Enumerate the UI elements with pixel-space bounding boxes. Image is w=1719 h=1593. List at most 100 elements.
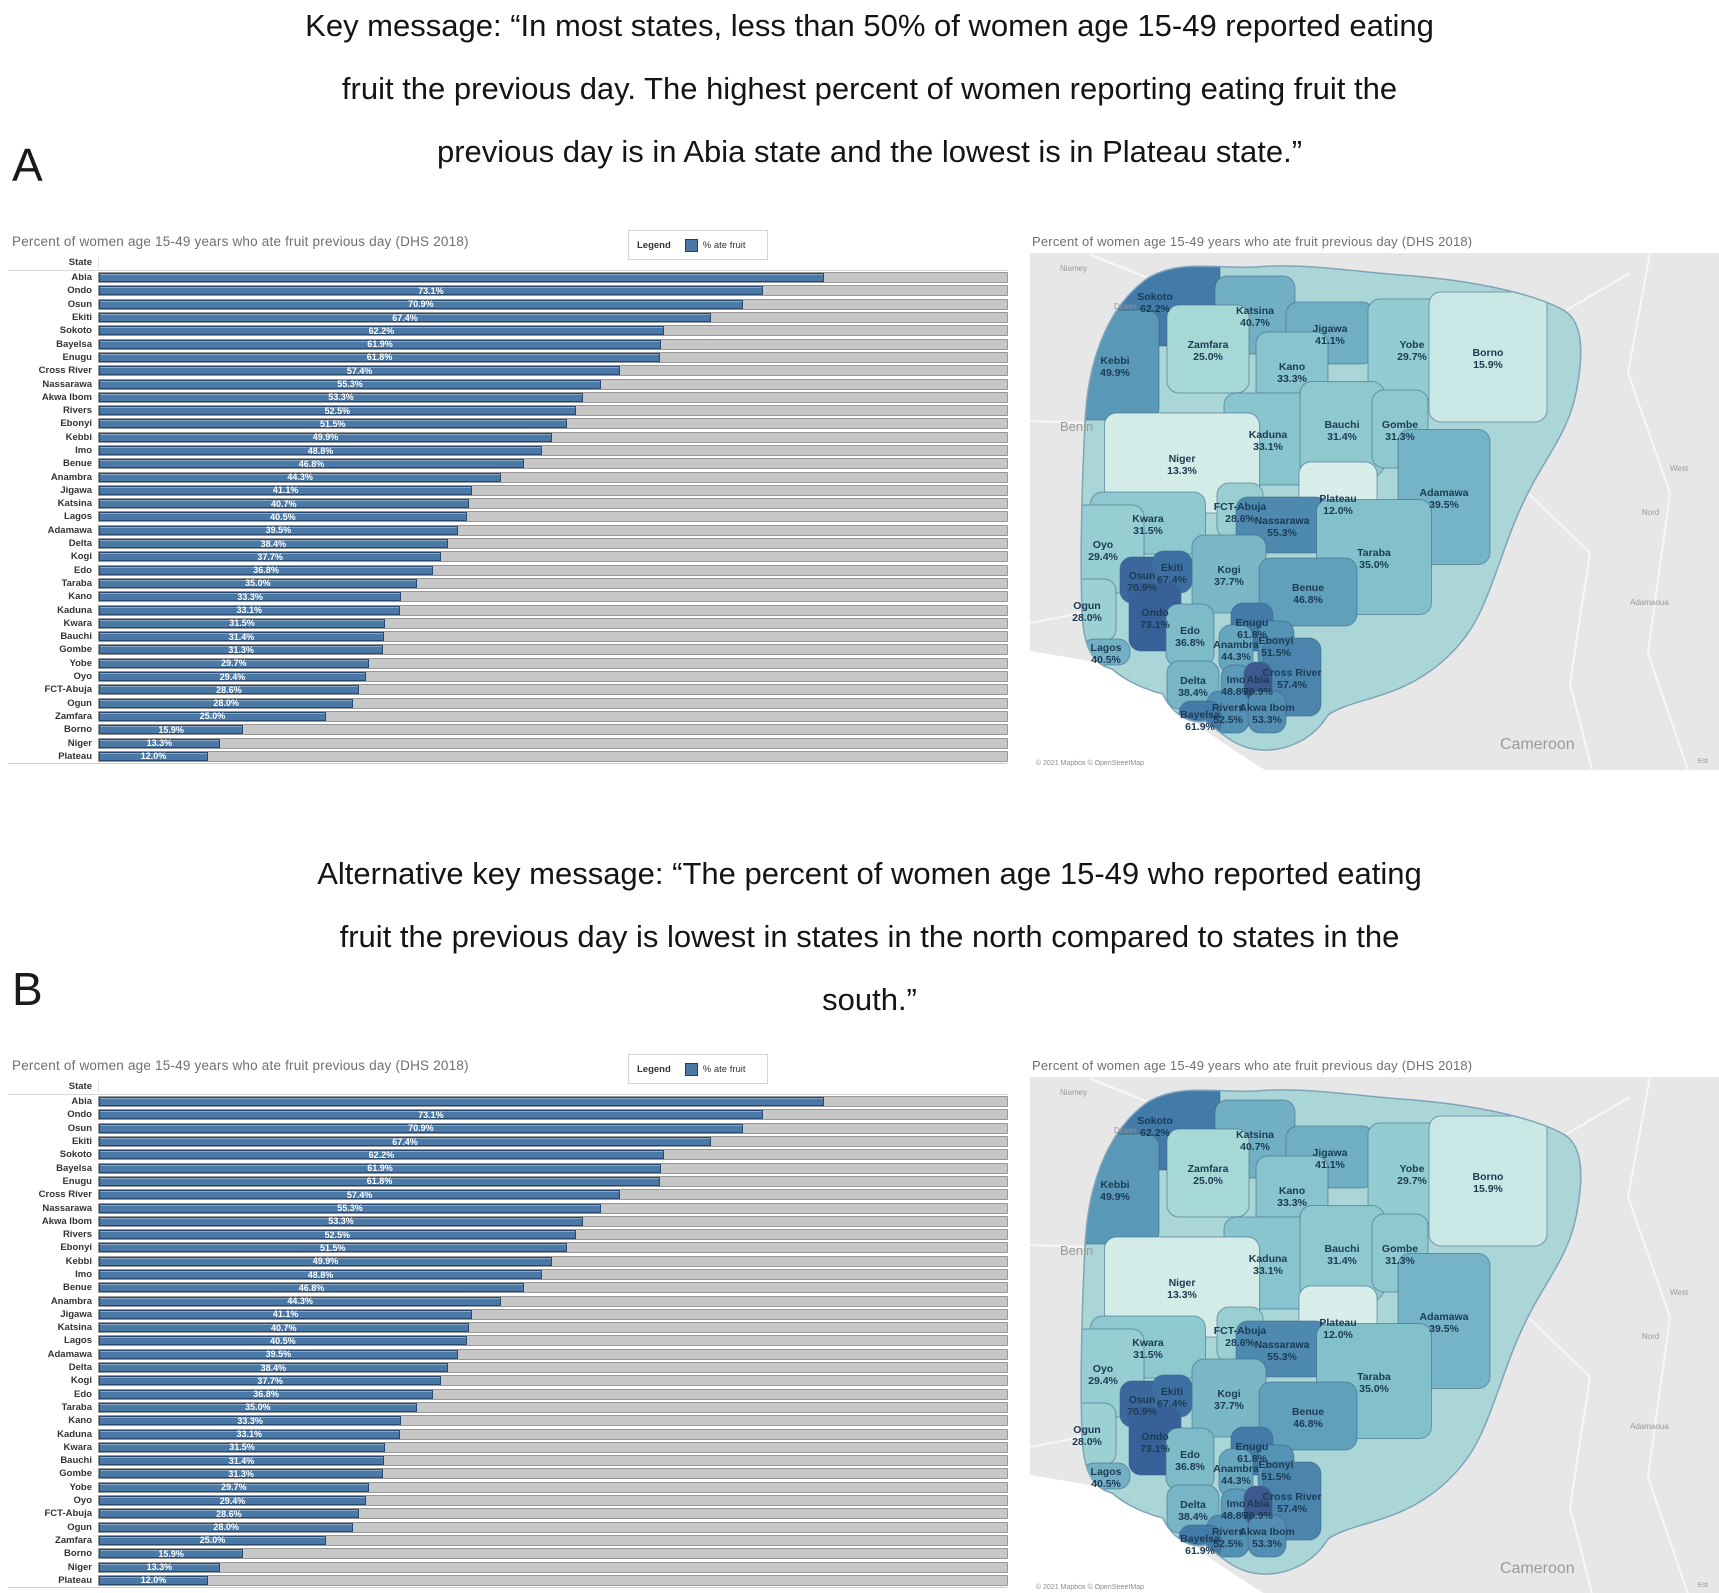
bar-row: Ebonyi 51.5% <box>8 417 1008 430</box>
state-label: Lagos <box>64 1335 92 1347</box>
country-border-line <box>1091 1078 1149 1103</box>
bar-track: 57.4% <box>98 1189 1008 1201</box>
bar-value-label: 31.3% <box>228 1468 254 1479</box>
bar-row: Lagos 40.5% <box>8 1334 1008 1347</box>
state-name-label: Plateau <box>1319 1317 1356 1329</box>
state-label: Bayelsa <box>56 338 92 350</box>
bar-track: 15.9% <box>98 1548 1008 1560</box>
state-label: Bayelsa <box>56 1162 92 1174</box>
bar: 41.1% <box>99 1309 473 1319</box>
state-value-label: 15.9% <box>1473 359 1503 371</box>
state-column-header: State <box>8 257 99 268</box>
state-name-label: Bayelsa <box>1180 1533 1220 1545</box>
state-label: Yobe <box>69 1481 92 1493</box>
state-label: Abia <box>71 272 92 284</box>
bar: 36.8% <box>99 1389 434 1399</box>
state-label: Ondo <box>67 285 92 297</box>
state-name-label: Yobe <box>1400 1163 1425 1175</box>
neighbor-country-label: Dosso <box>1114 1126 1137 1135</box>
bar-track: 40.5% <box>98 1335 1008 1347</box>
bar-track: 28.0% <box>98 1521 1008 1533</box>
state-value-label: 33.3% <box>1277 1197 1307 1209</box>
bar: 73.1% <box>99 1110 763 1120</box>
bar: 29.7% <box>99 1482 369 1492</box>
bar-row: Adamawa 39.5% <box>8 1348 1008 1361</box>
state-label: FCT-Abuja <box>44 1508 93 1520</box>
bar-track: 46.8% <box>98 458 1008 470</box>
bar: 31.4% <box>99 1456 385 1466</box>
state-name-label: Ondo <box>1141 607 1168 619</box>
state-name-label: Yobe <box>1400 339 1425 351</box>
state-name-label: Kwara <box>1132 513 1164 525</box>
bar-row: Cross River 57.4% <box>8 1188 1008 1201</box>
bar-row: Delta 38.4% <box>8 1361 1008 1374</box>
state-name-label: Borno <box>1473 1171 1504 1183</box>
bar-row: Ekiti 67.4% <box>8 1135 1008 1148</box>
bar-value-label: 15.9% <box>158 724 184 735</box>
bar: 61.9% <box>99 1163 662 1173</box>
bar-track: 38.4% <box>98 538 1008 550</box>
state-name-label: Ebonyi <box>1258 1459 1293 1471</box>
state-value-label: 40.5% <box>1091 1478 1121 1490</box>
bar-track: 33.3% <box>98 1415 1008 1427</box>
state-value-label: 31.3% <box>1385 1255 1415 1267</box>
bar: 62.2% <box>99 1150 664 1160</box>
neighbor-country-label: Adamaoua <box>1630 598 1669 607</box>
bar: 39.5% <box>99 1349 458 1359</box>
bar-value-label: 67.4% <box>392 1136 418 1147</box>
state-value-label: 37.7% <box>1214 1400 1244 1412</box>
bar-value-label: 46.8% <box>298 1282 325 1293</box>
bar-value-label: 36.8% <box>253 565 279 576</box>
state-value-label: 49.9% <box>1100 367 1130 379</box>
country-border-line <box>1030 1244 1086 1248</box>
state-value-label: 62.2% <box>1140 1127 1170 1139</box>
state-value-label: 55.3% <box>1267 527 1297 539</box>
bar: 28.0% <box>99 698 354 708</box>
bar-track: 31.3% <box>98 1468 1008 1480</box>
neighbor-country-label: Nord <box>1642 508 1659 517</box>
state-region <box>1258 557 1358 627</box>
state-label: Abia <box>71 1096 92 1108</box>
bar: 33.3% <box>99 1416 402 1426</box>
bar-row: Abia <box>8 271 1008 284</box>
state-label: Taraba <box>61 1401 92 1413</box>
bar-row: Akwa Ibom 53.3% <box>8 1215 1008 1228</box>
bar-row: Imo 48.8% <box>8 1268 1008 1281</box>
state-label: Ekiti <box>71 312 92 324</box>
bar: 67.4% <box>99 313 711 323</box>
bar-track: 51.5% <box>98 1242 1008 1254</box>
state-value-label: 28.0% <box>1072 612 1102 624</box>
bar-value-label: 31.4% <box>228 631 255 642</box>
state-value-label: 31.5% <box>1133 1349 1163 1361</box>
state-value-label: 13.3% <box>1167 465 1197 477</box>
bar-row: Kano 33.3% <box>8 1414 1008 1427</box>
state-name-label: Kano <box>1279 1185 1305 1197</box>
ocean <box>1030 1475 1264 1593</box>
neighbor-country-label: Niamey <box>1060 1088 1087 1097</box>
state-name-label: Osun <box>1129 1394 1156 1406</box>
bar-value-label: 61.8% <box>366 352 393 363</box>
bar: 31.4% <box>99 631 385 642</box>
state-region <box>1428 291 1548 423</box>
state-value-label: 35.0% <box>1359 1383 1389 1395</box>
bar-row: Kwara 31.5% <box>8 617 1008 630</box>
state-value-label: 53.3% <box>1252 1538 1282 1550</box>
bar-track: 33.3% <box>98 591 1008 603</box>
bar-row: Gombe 31.3% <box>8 1467 1008 1480</box>
state-value-label: 70.9% <box>1127 1406 1157 1418</box>
bar: 53.3% <box>99 1216 583 1226</box>
bar: 70.9% <box>99 299 743 309</box>
neighbor-country-label: Cameroon <box>1500 736 1575 753</box>
state-label: Bauchi <box>60 1455 92 1467</box>
state-label: Zamfara <box>55 1534 92 1546</box>
bar-value-label: 40.5% <box>270 1335 296 1346</box>
state-label: Borno <box>64 724 92 736</box>
bar-row: Akwa Ibom 53.3% <box>8 391 1008 404</box>
state-name-label: Benue <box>1292 1406 1324 1418</box>
bar-value-label: 41.1% <box>272 485 299 496</box>
state-label: Kwara <box>63 617 92 629</box>
bar-row: Enugu 61.8% <box>8 1175 1008 1188</box>
state-value-label: 13.3% <box>1167 1289 1197 1301</box>
state-label: Lagos <box>64 511 92 523</box>
bar-value-label: 51.5% <box>320 418 346 429</box>
